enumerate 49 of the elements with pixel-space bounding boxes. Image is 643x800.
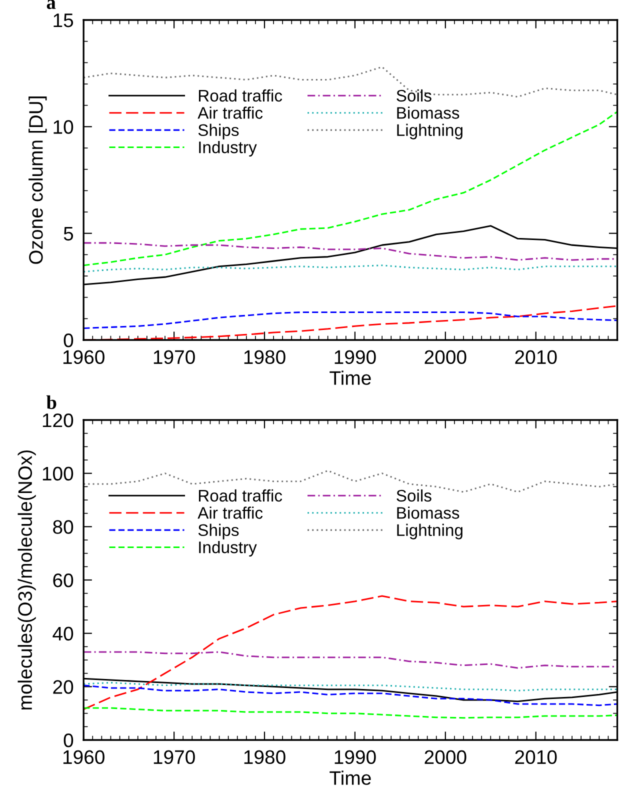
legend-label: Ships	[198, 524, 239, 540]
x-tick-label: 1960	[63, 750, 104, 764]
legend-label: Biomass	[397, 106, 460, 119]
x-tick-label: 1980	[244, 750, 286, 764]
x-axis-title: Time	[330, 770, 371, 785]
x-tick-label: 2000	[424, 350, 466, 364]
x-tick-label: 1960	[63, 350, 104, 364]
line-series	[84, 264, 618, 272]
y-tick-label: 0	[64, 333, 74, 348]
line-series	[84, 684, 618, 706]
x-tick-label: 2000	[424, 750, 466, 764]
y-tick-label: 60	[53, 573, 74, 588]
legend-label: Biomass	[397, 506, 460, 519]
y-tick-label: 15	[54, 14, 74, 28]
legend-label: Ships	[198, 124, 239, 140]
line-series	[84, 707, 618, 719]
line-series	[84, 595, 618, 710]
legend-label: Soils	[396, 489, 432, 502]
x-tick-label: 2010	[515, 750, 557, 764]
y-tick-label: 80	[53, 520, 74, 534]
y-tick-label: 40	[52, 626, 74, 641]
legend-label: Lightning	[397, 524, 462, 540]
line-series	[84, 682, 618, 692]
chart-title: b	[46, 395, 56, 410]
x-axis-title: Time	[330, 370, 371, 385]
x-tick-label: 1970	[154, 750, 195, 764]
legend-label: Industry	[199, 141, 257, 157]
y-tick-label: 5	[64, 227, 74, 241]
legend-label: Air traffic	[198, 506, 263, 519]
line-series	[84, 312, 618, 330]
y-tick-label: 20	[53, 680, 74, 694]
y-axis-title: molecules(O3)/molecule(NOx)	[18, 450, 36, 710]
x-tick-label: 2010	[515, 350, 557, 364]
legend-label: Road traffic	[198, 89, 282, 102]
legend-label: Industry	[199, 541, 257, 557]
y-axis-title: Ozone column [DU]	[28, 96, 47, 264]
x-tick-label: 1980	[244, 350, 286, 364]
legend-label: Lightning	[397, 124, 462, 140]
legend-label: Road traffic	[198, 489, 282, 502]
legend-label: Air traffic	[198, 106, 263, 119]
legend-label: Soils	[396, 89, 432, 102]
chart-title: a	[46, 0, 56, 10]
y-tick-label: 100	[42, 466, 74, 481]
y-tick-label: 0	[64, 733, 74, 748]
x-tick-label: 1970	[154, 350, 195, 364]
y-tick-label: 10	[54, 120, 74, 134]
x-tick-label: 1990	[334, 750, 376, 764]
x-tick-label: 1990	[334, 350, 376, 364]
y-tick-label: 120	[42, 413, 74, 428]
